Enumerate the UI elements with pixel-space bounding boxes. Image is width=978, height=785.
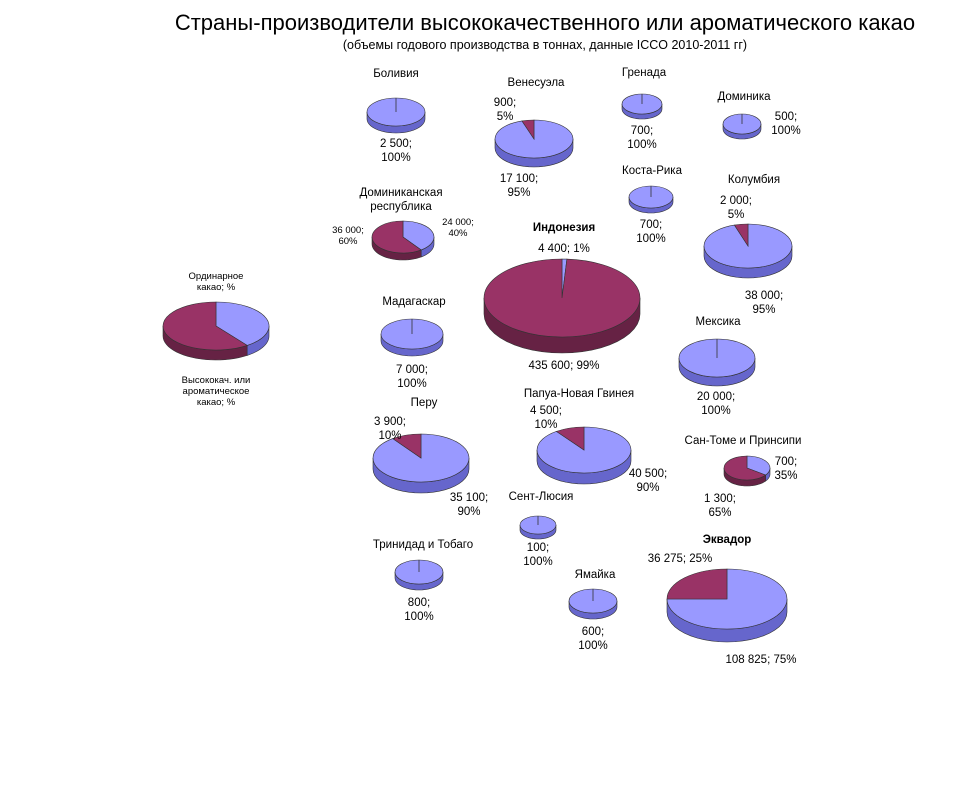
country-name-dominikanskaya-respublika: Доминиканская республика [359,187,442,213]
premium-label-grenada: 700; 100% [627,125,656,151]
ordinary-label-indoneziya: 435 600; 99% [529,360,600,372]
country-name-sent-lyusiya: Сент-Люсия [509,491,574,503]
ordinary-label-venesuela: 900; 5% [494,97,516,123]
premium-label-yamayka: 600; 100% [578,626,607,652]
country-name-peru: Перу [411,397,438,409]
ordinary-label-kolumbiya: 2 000; 5% [720,195,752,221]
country-name-kosta-rika: Коста-Рика [622,165,683,177]
country-name-indoneziya: Индонезия [533,222,595,234]
country-name-venesuela: Венесуэла [508,77,566,89]
ordinary-label-dominikanskaya-respublika: 36 000; 60% [332,225,364,247]
country-name-boliviya: Боливия [373,68,419,80]
pie-san-tome-i-prinsipi: Сан-Томе и Принсипи [723,455,771,487]
pie-sent-lyusiya: Сент-Люсия [519,515,557,540]
pie-yamayka: Ямайка [568,588,618,620]
pie-grenada: Гренада [621,93,663,120]
pie-dominikanskaya-respublika-premium-slice [402,220,435,251]
pie-kosta-rika: Коста-Рика [628,185,674,214]
pie-dominikanskaya-respublika: Доминиканская республика [371,220,435,261]
pie-san-tome-i-prinsipi-premium-slice [746,455,771,476]
country-name-kolumbiya: Колумбия [728,174,780,186]
ordinary-label-san-tome-i-prinsipi: 1 300; 65% [704,493,736,519]
pie-legend-premium-slice [215,301,270,346]
country-name-papua-novaya-gvineya: Папуа-Новая Гвинея [524,388,634,400]
premium-label-boliviya: 2 500; 100% [380,138,412,164]
legend-entry-ordinary: Ординарное какао; % [189,271,244,293]
pie-kolumbiya: Колумбия [703,223,793,279]
premium-label-ekvador: 108 825; 75% [726,654,797,666]
pie-ekvador-premium-slice [666,568,788,630]
premium-label-madagaskar: 7 000; 100% [396,364,428,390]
pie-papua-novaya-gvineya: Папуа-Новая Гвинея [536,426,632,485]
country-name-ekvador: Эквадор [703,534,752,546]
country-name-dominika: Доминика [717,91,771,103]
pie-venesuela-ordinary-slice [521,119,535,140]
premium-label-san-tome-i-prinsipi: 700; 35% [774,456,797,482]
ordinary-label-peru: 3 900; 10% [374,416,406,442]
premium-label-dominikanskaya-respublika: 24 000; 40% [442,217,474,239]
pie-trinidad-i-tobago: Тринидад и Тобаго [394,559,444,591]
premium-label-dominika: 500; 100% [771,111,800,137]
country-name-grenada: Гренада [622,67,667,79]
country-name-madagaskar: Мадагаскар [382,296,445,308]
pie-legend-ordinary-slice [162,301,248,351]
pie-san-tome-i-prinsipi-ordinary-slice [723,455,767,481]
premium-label-kosta-rika: 700; 100% [636,219,665,245]
pie-dominikanskaya-respublika-ordinary-slice [371,220,422,254]
country-name-yamayka: Ямайка [575,569,616,581]
country-name-trinidad-i-tobago: Тринидад и Тобаго [373,539,473,551]
pie-ekvador: Эквадор [666,568,788,643]
premium-label-meksika: 20 000; 100% [697,391,735,417]
premium-label-papua-novaya-gvineya: 40 500; 90% [629,468,667,494]
premium-label-trinidad-i-tobago: 800; 100% [404,597,433,623]
pie-indoneziya-ordinary-slice [483,258,641,338]
country-name-san-tome-i-prinsipi: Сан-Томе и Принсипи [685,435,802,447]
pie-peru-ordinary-slice [392,433,422,459]
pie-legend: legend [162,301,270,361]
chart-subtitle: (объемы годового производства в тоннах, … [342,38,748,52]
premium-label-peru: 35 100; 90% [450,492,488,518]
legend-entry-premium: Высококач. или ароматическое какао; % [182,375,251,408]
pie-madagaskar: Мадагаскар [380,318,444,357]
pie-meksika: Мексика [678,338,756,387]
premium-label-venesuela: 17 100; 95% [500,173,538,199]
premium-label-sent-lyusiya: 100; 100% [523,542,552,568]
ordinary-label-papua-novaya-gvineya: 4 500; 10% [530,405,562,431]
pie-ekvador-ordinary-slice [666,568,728,600]
pie-dominika: Доминика [722,113,762,140]
pie-indoneziya: Индонезия [483,258,641,354]
pie-peru: Перу [372,433,470,494]
premium-label-indoneziya: 4 400; 1% [538,243,590,255]
pie-venesuela: Венесуэла [494,119,574,168]
pie-boliviya: Боливия [366,97,426,134]
premium-label-kolumbiya: 38 000; 95% [745,290,783,316]
pie-kolumbiya-ordinary-slice [733,223,749,248]
ordinary-label-ekvador: 36 275; 25% [648,553,713,565]
country-name-meksika: Мексика [695,316,741,328]
chart-title: Страны-производители высококачественного… [174,10,916,35]
pie-papua-novaya-gvineya-ordinary-slice [555,426,585,451]
